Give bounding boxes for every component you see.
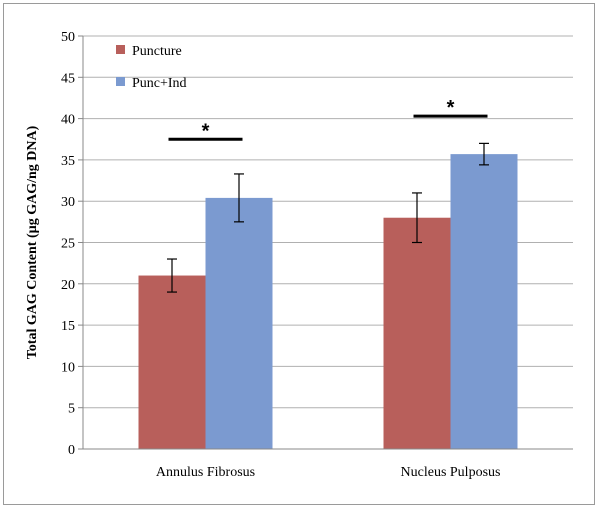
y-tick-label-0: 0 <box>68 443 75 458</box>
bar-punc-ind-1 <box>450 154 518 450</box>
significance-star-1: * <box>447 97 455 119</box>
significance-star-0: * <box>202 120 210 142</box>
error-bar-punc-ind-1 <box>479 142 489 166</box>
y-tick-label-25: 25 <box>61 237 75 252</box>
y-tick-label-45: 45 <box>61 71 75 86</box>
y-tick-label-50: 50 <box>61 30 75 45</box>
error-bar-puncture-0 <box>167 258 177 293</box>
y-tick-label-5: 5 <box>68 402 75 417</box>
legend-swatch-puncture <box>116 45 125 54</box>
y-tick-label-20: 20 <box>61 278 75 293</box>
y-tick-label-35: 35 <box>61 154 75 169</box>
legend-swatch-punc-ind <box>116 77 125 86</box>
bar-puncture-1 <box>383 217 451 449</box>
category-labels: Annulus Fibrosus Nucleus Pulposus <box>156 465 501 480</box>
y-tick-label-10: 10 <box>61 360 75 375</box>
y-tick-labels: 0 5 10 15 20 25 30 35 40 45 50 <box>61 30 75 458</box>
legend-label-punc-ind: Punc+Ind <box>132 76 187 91</box>
bars <box>138 154 518 450</box>
error-bar-punc-ind-0 <box>234 173 244 223</box>
y-tick-label-15: 15 <box>61 319 75 334</box>
significance-markers: ** <box>168 97 488 142</box>
y-tick-label-40: 40 <box>61 113 75 128</box>
category-label-0: Annulus Fibrosus <box>156 465 255 480</box>
bar-puncture-0 <box>138 275 206 449</box>
y-tick-label-30: 30 <box>61 195 75 210</box>
bar-punc-ind-0 <box>205 197 273 449</box>
error-bar-puncture-1 <box>412 192 422 244</box>
y-axis-label: Total GAG Content (µg GAG/ng DNA) <box>25 125 40 359</box>
legend: Puncture Punc+Ind <box>116 44 187 91</box>
legend-label-puncture: Puncture <box>132 44 182 59</box>
category-label-1: Nucleus Pulposus <box>401 465 501 480</box>
error-bars <box>167 142 489 293</box>
chart-frame: 0 5 10 15 20 25 30 35 40 45 50 * * Annulus Fibrosus… <box>3 3 595 505</box>
